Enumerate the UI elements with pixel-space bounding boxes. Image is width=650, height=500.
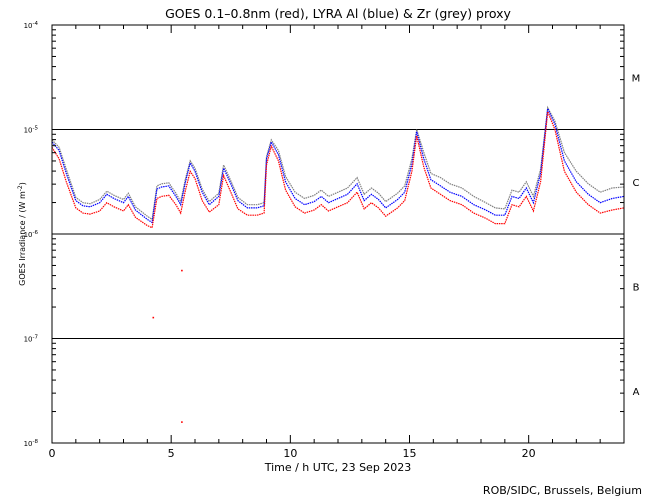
- series-blue: [51, 106, 625, 224]
- y-axis-ticks: 10-8 10-7 10-6 10-5 10-4: [24, 21, 624, 448]
- y-axis-label: GOES Irradiance / (W m-2): [17, 182, 27, 286]
- y-axis-label-sup: -2: [17, 185, 24, 191]
- outlier-point-0: [152, 316, 155, 319]
- y-axis-label-end: ): [18, 182, 27, 185]
- y-axis-label-main: GOES Irradiance / (W m: [18, 191, 27, 286]
- chart-title: GOES 0.1–0.8nm (red), LYRA Al (blue) & Z…: [165, 6, 511, 21]
- x-axis-ticks: 0 5 10 15 20: [49, 25, 625, 460]
- outlier-point-2: [181, 421, 183, 423]
- class-label-c: C: [633, 178, 640, 189]
- y-tick-label-0: 10-8: [24, 439, 39, 448]
- class-label-m: M: [632, 73, 641, 84]
- flare-class-labels: A B C M: [632, 73, 641, 398]
- class-label-b: B: [633, 282, 640, 293]
- class-label-a: A: [633, 387, 640, 398]
- y-tick-label-1: 10-7: [24, 335, 39, 344]
- x-tick-label-2: 10: [283, 447, 297, 460]
- y-tick-label-3: 10-5: [24, 126, 39, 135]
- series-layer: [51, 105, 625, 229]
- flare-class-lines: [52, 129, 624, 339]
- y-tick-label-2: 10-6: [24, 230, 39, 239]
- y-tick-label-4: 10-4: [24, 21, 39, 30]
- outlier-layer: [152, 269, 183, 423]
- x-tick-label-0: 0: [49, 447, 56, 460]
- x-tick-label-1: 5: [168, 447, 175, 460]
- x-tick-label-3: 15: [403, 447, 417, 460]
- credit-label: ROB/SIDC, Brussels, Belgium: [483, 484, 642, 497]
- x-axis-label: Time / h UTC, 23 Sep 2023: [264, 461, 412, 474]
- x-tick-label-4: 20: [522, 447, 536, 460]
- series-grey: [51, 105, 625, 221]
- series-red: [51, 111, 625, 229]
- outlier-point-1: [181, 269, 183, 272]
